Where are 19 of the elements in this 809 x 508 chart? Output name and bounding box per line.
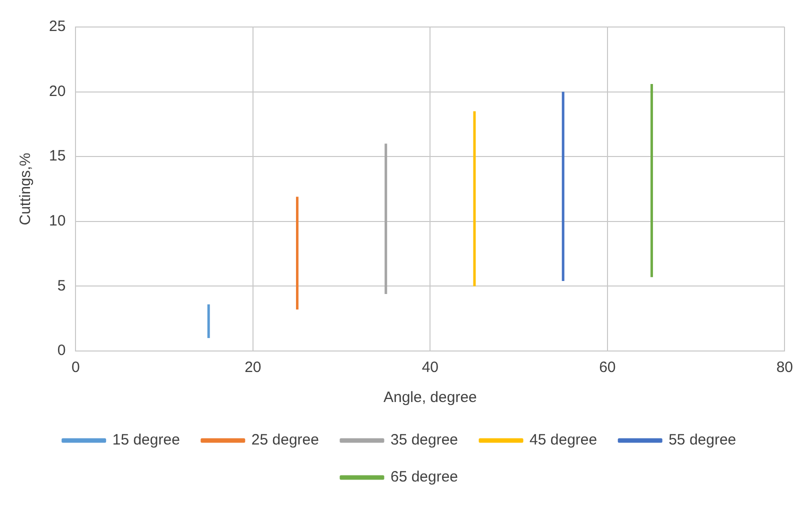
x-tick-label: 40	[422, 359, 439, 376]
y-tick-label: 0	[57, 342, 66, 360]
x-tick-label: 20	[244, 359, 262, 376]
y-tick-label: 10	[48, 212, 66, 230]
y-tick-label: 25	[48, 18, 66, 36]
legend-label: 65 degree	[390, 468, 458, 486]
legend-label: 15 degree	[112, 432, 180, 449]
x-tick-label: 0	[72, 359, 80, 376]
legend-label: 55 degree	[668, 432, 736, 449]
x-tick-label: 60	[599, 359, 616, 376]
y-tick-label: 15	[48, 148, 66, 165]
x-tick-label: 80	[776, 359, 793, 376]
y-tick-label: 20	[48, 82, 66, 100]
y-tick-label: 5	[57, 277, 66, 294]
legend-label: 25 degree	[251, 432, 319, 449]
legend-label: 35 degree	[390, 432, 458, 449]
y-axis-title: Cuttings,%	[17, 152, 34, 226]
x-axis-title: Angle, degree	[383, 389, 477, 406]
legend-label: 45 degree	[530, 432, 598, 449]
